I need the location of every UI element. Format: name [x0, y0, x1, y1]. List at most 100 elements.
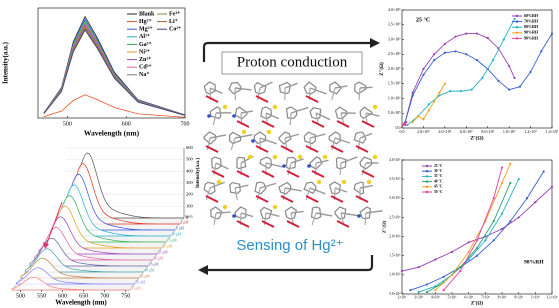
data-point: [484, 239, 486, 241]
sulfur: [267, 130, 271, 134]
data-point: [526, 197, 528, 199]
y-tick-label: 2.0×10⁶: [388, 66, 401, 71]
bond: [291, 211, 304, 213]
data-point: [422, 118, 424, 120]
legend-marker: [516, 20, 518, 22]
x-tick-label: 2.0×10⁶: [417, 129, 430, 134]
bond: [360, 87, 373, 88]
y-tick-label: 1.5×10⁵: [389, 254, 401, 258]
data-point: [409, 289, 411, 291]
legend-label: 50 °C: [434, 190, 443, 194]
data-point: [501, 167, 503, 169]
x-tick-label: 8.0×10⁶: [481, 129, 494, 134]
y-tick-label: 1.5×10⁶: [388, 81, 401, 86]
legend-label: Li⁺: [169, 18, 178, 25]
legend-label: 30 °C: [434, 169, 443, 173]
legend-marker: [426, 180, 428, 182]
nitrogen: [307, 164, 311, 168]
x-axis-label: Z'(Ω): [471, 300, 484, 307]
plot-frame: [402, 160, 552, 294]
data-point: [465, 53, 467, 55]
sulfur: [273, 105, 277, 109]
data-point: [444, 43, 446, 45]
x-tick-label: 500: [63, 121, 72, 127]
plot-frame: [38, 8, 185, 118]
sensing-label: Sensing of Hg²⁺: [236, 237, 343, 254]
bond: [213, 113, 216, 125]
nitrogen: [232, 214, 236, 218]
metal-bond: [331, 196, 343, 202]
data-point: [508, 89, 510, 91]
y-tick-label: 2.5×10⁶: [388, 51, 401, 56]
data-point: [476, 247, 478, 249]
data-point: [493, 239, 495, 241]
series-label: blank: [185, 214, 193, 218]
y-tick-label: 5.0×10⁴: [389, 292, 401, 296]
y-tick-label: 1.0×10⁵: [389, 273, 401, 277]
data-point: [513, 18, 515, 20]
data-point: [444, 83, 446, 85]
legend-label: 70%RH: [524, 19, 539, 24]
bond: [210, 135, 226, 138]
metal-bond: [306, 96, 318, 102]
legend-label: Fe³⁺: [169, 10, 180, 17]
y-tick-label: 0.0: [396, 125, 401, 130]
bond: [285, 83, 298, 88]
metal-bond: [237, 121, 249, 127]
data-point: [451, 251, 453, 253]
metal-bond: [362, 171, 374, 177]
metal-bond: [237, 221, 249, 227]
bond: [366, 211, 383, 213]
legend-label: Na⁺: [139, 71, 150, 78]
metal-bond: [206, 96, 218, 102]
series-label: 35 μM: [149, 262, 159, 266]
y-tick-label: 3.5×10⁶: [388, 22, 401, 27]
data-point: [518, 216, 520, 218]
data-point: [468, 251, 470, 253]
bond: [241, 111, 253, 113]
bond: [316, 213, 332, 216]
x-tick-label: 750: [121, 293, 130, 299]
data-point: [465, 33, 467, 35]
data-point: [426, 283, 428, 285]
data-point: [509, 163, 511, 165]
bond: [310, 134, 325, 138]
y-axis-label: Z''(Ω): [380, 62, 385, 76]
y-tick-label: 4.0×10⁶: [388, 7, 401, 12]
bond: [266, 213, 279, 216]
bond: [285, 134, 299, 138]
data-point: [493, 197, 495, 199]
bond: [341, 157, 358, 163]
bond: [335, 188, 347, 192]
metal-bond: [356, 146, 368, 152]
series-label: 10 μM: [172, 232, 182, 236]
data-point: [438, 94, 440, 96]
data-point: [493, 220, 495, 222]
sulfur: [242, 130, 246, 134]
z-tick-label: 200: [186, 192, 194, 197]
series-label: 30 μM: [154, 256, 164, 260]
data-point: [443, 276, 445, 278]
x-tick-label: 1×10⁶: [531, 295, 540, 299]
legend-label: 90%RH: [524, 30, 539, 35]
data-point: [501, 213, 503, 215]
bond: [365, 213, 366, 225]
data-point: [451, 274, 453, 276]
y-tick-label: 5.0×10⁵: [388, 110, 401, 115]
sulfur: [223, 205, 227, 209]
data-point: [417, 115, 419, 117]
x-tick-label: 1.4×10⁷: [546, 129, 559, 134]
data-point: [434, 289, 436, 291]
bond: [285, 188, 302, 191]
legend-label: Zn²⁺: [139, 56, 151, 63]
legend-label: Cd²⁺: [139, 64, 152, 71]
data-point: [460, 90, 462, 92]
bond: [290, 113, 291, 125]
data-point: [509, 182, 511, 184]
data-point: [428, 109, 430, 111]
data-point: [405, 121, 407, 123]
series-line: [435, 164, 510, 290]
bond: [340, 163, 341, 175]
bond: [359, 88, 360, 100]
z-tick-label: 300: [186, 180, 194, 185]
